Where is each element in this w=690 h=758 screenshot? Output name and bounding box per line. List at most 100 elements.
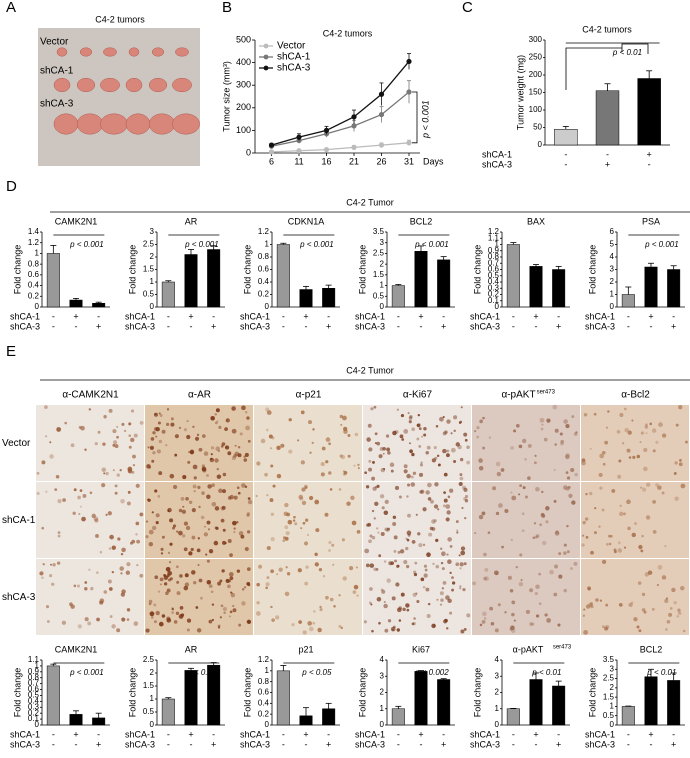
y-axis-label: Fold change [12,668,22,718]
stain-dot [73,584,77,588]
stain-dot [36,471,40,475]
stain-dot [151,511,154,514]
stain-dot [159,413,163,417]
stain-dot [55,474,60,479]
stain-dot [413,617,416,620]
stain-dot [280,443,285,448]
stain-dot [414,561,418,565]
column-label: α-Bcl2 [621,390,650,401]
stain-dot [590,604,594,609]
stain-dot [368,447,373,452]
stain-dot [498,503,503,508]
stain-dot [108,408,113,413]
legend-marker [263,54,269,60]
bar [46,665,60,726]
factor-name: shCA-1 [585,311,615,321]
bar [69,714,83,726]
stain-dot [623,512,626,516]
stain-dot [601,508,605,512]
stain-dot [678,462,683,467]
stain-dot [449,545,453,548]
y-tick-label: 0.5 [373,291,385,300]
stain-dot [383,560,387,563]
stain-dot [211,501,217,507]
stain-dot [228,615,231,618]
stain-dot [544,613,548,617]
factor-sign: + [441,739,446,749]
stain-dot [340,626,343,630]
stain-dot [193,581,197,585]
stain-dot [428,532,433,537]
stain-dot [558,552,562,556]
stain-dot [354,432,359,437]
stain-dot [220,604,224,608]
factor-sign: - [627,321,630,331]
stain-dot [420,489,425,494]
stain-dot [183,428,187,432]
stain-dot [373,405,377,409]
stain-dot [626,448,631,453]
y-tick-label: 0.8 [258,252,270,261]
ihc-image [363,482,471,558]
stain-dot [474,430,477,433]
stain-dot [153,603,157,607]
stain-dot [91,513,96,519]
tumor [175,47,189,57]
stain-dot [128,422,132,426]
y-tick-label: 50 [533,123,542,132]
row-label: Vector [2,438,31,449]
stain-dot [641,608,646,612]
stain-dot [411,427,416,432]
stain-dot [265,582,270,587]
stain-dot [170,422,175,427]
stain-dot [186,434,191,440]
stain-dot [554,443,558,446]
stain-dot [431,527,436,531]
stain-dot [88,408,91,411]
stain-dot [339,454,343,458]
stain-dot [147,446,150,449]
stain-dot [440,598,444,602]
y-tick-label: 3.5 [603,655,615,664]
stain-dot [446,449,450,453]
stain-dot [284,591,290,597]
factor-sign: + [73,311,78,321]
ihc-image [145,482,253,558]
stain-dot [148,602,152,606]
y-tick-label: 2 [380,259,385,268]
stain-dot [227,539,232,544]
stain-dot [411,539,416,544]
stain-dot [147,498,151,502]
stain-dot [367,423,372,428]
stain-dot [241,405,246,411]
stain-dot [513,619,516,622]
stain-dot [518,493,521,496]
y-axis-label: Fold change [357,245,367,295]
stain-dot [288,418,292,422]
stain-dot [270,512,275,517]
y-tick-label: 0.2 [28,708,40,717]
stain-dot [460,546,466,551]
stain-dot [673,471,677,475]
y-tick-label: 0.2 [28,291,40,300]
stain-dot [368,459,372,463]
stain-dot [459,473,463,477]
x-tick-label: 26 [376,156,386,166]
bar [437,259,451,308]
stain-dot [182,534,186,538]
stain-dot [419,463,423,467]
stain-dot [154,620,157,624]
stain-dot [483,552,487,557]
stain-dot [208,549,214,554]
stain-dot [44,405,48,409]
stain-dot [458,481,463,487]
stain-dot [364,548,370,554]
stain-dot [89,491,93,495]
stain-dot [427,602,431,606]
y-axis-label: Fold change [587,668,597,718]
stain-dot [439,591,444,596]
stain-dot [461,506,464,510]
stain-dot [463,487,468,492]
stain-dot [270,569,274,574]
stain-dot [415,592,418,595]
